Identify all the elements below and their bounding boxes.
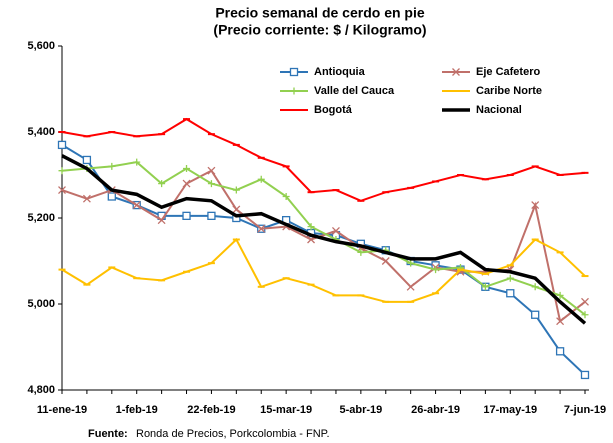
source: Ronda de Precios, Porkcolombia - FNP. [136,428,330,440]
marker [133,158,141,166]
marker [381,257,390,265]
marker [581,311,589,319]
series-line [61,169,586,323]
legend-label: Nacional [476,104,522,116]
marker [58,186,66,195]
marker [132,201,141,210]
marker [357,248,365,256]
marker [57,140,67,150]
marker [531,283,539,291]
marker [82,155,92,165]
marker [282,193,290,200]
marker [257,224,266,233]
chart-subtitle: (Precio corriente: $ / Kilogramo) [213,22,426,38]
marker [207,211,216,221]
x-tick-label: 17-may-19 [483,404,537,416]
x-tick-label: 11-ene-19 [37,404,87,416]
marker [432,266,440,274]
source-label: Fuente: [88,428,128,440]
chart-title: Precio semanal de cerdo en pie [215,5,425,21]
marker [182,179,191,188]
marker [232,205,241,214]
legend-label: Caribe Norte [476,85,542,97]
marker [556,317,565,326]
series-line [61,154,587,325]
y-tick-label: 5,600 [27,40,55,52]
marker [581,297,589,306]
marker [407,259,415,267]
legend-label: Antioquia [314,66,366,78]
legend-label: Eje Cafetero [476,66,540,78]
marker [108,162,116,170]
series-line [61,117,586,202]
marker [158,180,166,188]
marker [307,223,315,231]
x-tick-label: 22-feb-19 [187,404,235,416]
marker [82,194,91,203]
marker [183,165,191,173]
x-tick-label: 1-feb-19 [116,404,158,416]
marker [257,175,265,183]
marker [580,370,590,380]
marker [555,347,565,356]
marker [556,291,564,299]
marker [531,201,540,210]
legend-label: Valle del Cauca [314,85,395,97]
y-tick-label: 5,400 [27,126,55,138]
marker [290,87,298,95]
x-tick-label: 7-jun-19 [564,404,606,416]
marker [157,216,166,225]
legend-label: Bogotá [314,104,353,116]
x-tick-label: 5-abr-19 [339,404,382,416]
y-tick-label: 5,000 [27,298,55,310]
marker [107,192,116,201]
marker [331,226,340,235]
marker [531,310,540,319]
marker [452,68,460,76]
marker [289,67,299,77]
y-tick-label: 5,200 [27,212,55,224]
marker [506,289,515,298]
marker [232,186,240,194]
series-line [61,144,586,376]
x-tick-label: 15-mar-19 [260,404,312,416]
marker [506,274,514,282]
marker [182,211,191,221]
marker [207,166,216,175]
y-tick-label: 4,800 [27,384,55,396]
marker [207,180,215,188]
marker [481,283,489,291]
series-line [61,161,586,316]
x-tick-label: 26-abr-19 [411,404,460,416]
marker [406,282,415,291]
marker [58,167,66,175]
